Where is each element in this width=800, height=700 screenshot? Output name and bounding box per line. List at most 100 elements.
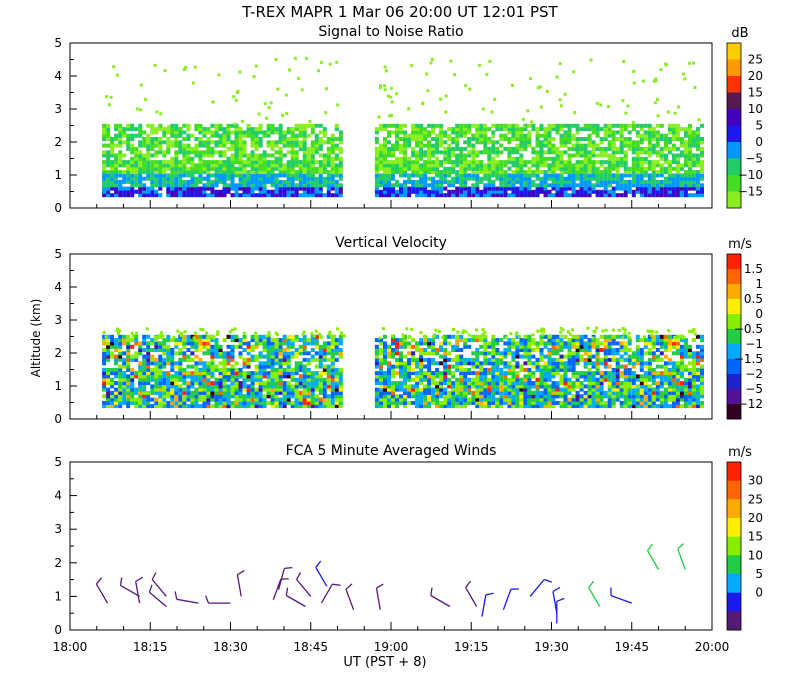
heatmap-cell [278,367,283,372]
heatmap-cell [266,163,271,168]
heatmap-cell [298,160,303,165]
heatmap-cell [186,390,191,395]
heatmap-cell [242,338,247,343]
heatmap-cell [246,387,251,392]
heatmap-cell [491,183,496,188]
heatmap-cell [122,160,127,165]
heatmap-cell [495,166,500,171]
heatmap-cell [475,173,480,178]
heatmap-cell [647,394,652,399]
heatmap-cell [483,404,488,409]
heatmap-cell [338,150,343,155]
heatmap-cell [515,137,520,141]
heatmap-cell [387,390,391,395]
panel-title: Vertical Velocity [335,235,447,251]
heatmap-cell [334,186,339,191]
heatmap-cell [270,146,275,151]
heatmap-cell [154,170,159,175]
heatmap-cell [158,344,163,349]
heatmap-cell [411,127,416,132]
heatmap-cell [700,153,704,158]
heatmap-cell [643,364,648,369]
heatmap-cell [683,127,688,132]
heatmap-cell [543,137,548,141]
heatmap-cell [419,351,424,356]
heatmap-cell [451,397,456,402]
heatmap-cell [455,160,460,165]
heatmap-cell [491,394,496,399]
heatmap-cell [559,170,564,175]
heatmap-cell [563,341,568,346]
heatmap-cell [519,137,524,141]
heatmap-cell [555,338,560,343]
heatmap-cell [535,186,540,191]
heatmap-cell [250,334,255,339]
heatmap-cell [110,397,115,402]
heatmap-cell [198,357,203,362]
heatmap-cell [142,193,147,198]
heatmap-cell [134,163,139,168]
heatmap-cell [415,193,420,198]
heatmap-cell [178,133,183,138]
heatmap-cell [286,348,291,352]
heatmap-cell [429,61,433,65]
heatmap-cell [583,384,588,389]
heatmap-cell [507,344,512,349]
heatmap-cell [571,361,576,366]
heatmap-cell [511,377,516,382]
heatmap-cell [563,364,568,369]
heatmap-cell [326,371,331,376]
heatmap-cell [198,140,203,145]
heatmap-cell [134,173,139,178]
heatmap-cell [651,351,656,356]
heatmap-cell [519,130,524,135]
heatmap-cell [130,374,135,379]
heatmap-cell [250,170,255,175]
heatmap-cell [675,163,680,168]
heatmap-cell [306,387,311,392]
heatmap-cell [463,130,468,135]
heatmap-cell [567,123,572,128]
heatmap-cell [555,364,560,369]
heatmap-cell [282,348,287,352]
heatmap-cell [639,390,644,395]
heatmap-cell [587,387,592,392]
heatmap-cell [174,179,179,184]
heatmap-cell [242,163,247,168]
heatmap-cell [411,137,416,141]
heatmap-cell [254,400,259,405]
heatmap-cell [635,166,640,171]
heatmap-cell [250,377,255,382]
heatmap-cell [643,150,648,155]
heatmap-cell [700,170,704,175]
heatmap-cell [190,189,195,194]
heatmap-cell [487,344,492,349]
heatmap-cell [559,156,564,161]
heatmap-cell [110,153,115,158]
heatmap-cell [162,163,167,168]
heatmap-cell [274,371,279,376]
heatmap-cell [531,127,536,132]
heatmap-cell [374,390,379,395]
heatmap-cell [439,189,444,194]
heatmap-cell [675,189,680,194]
heatmap-cell [563,163,568,168]
heatmap-cell [238,354,243,359]
heatmap-cell [186,133,191,138]
heatmap-cell [667,130,672,135]
heatmap-cell [427,381,432,386]
heatmap-cell [543,127,548,132]
heatmap-cell [567,384,572,389]
heatmap-cell [310,146,315,151]
heatmap-cell [226,357,231,362]
heatmap-cell [599,341,604,346]
heatmap-cell [603,133,608,138]
heatmap-cell [190,183,195,188]
heatmap-cell [142,163,147,168]
heatmap-cell [334,338,339,343]
heatmap-cell [459,367,464,372]
heatmap-cell [655,130,660,135]
heatmap-cell [166,348,171,352]
heatmap-cell [483,137,488,141]
heatmap-cell [138,387,143,392]
